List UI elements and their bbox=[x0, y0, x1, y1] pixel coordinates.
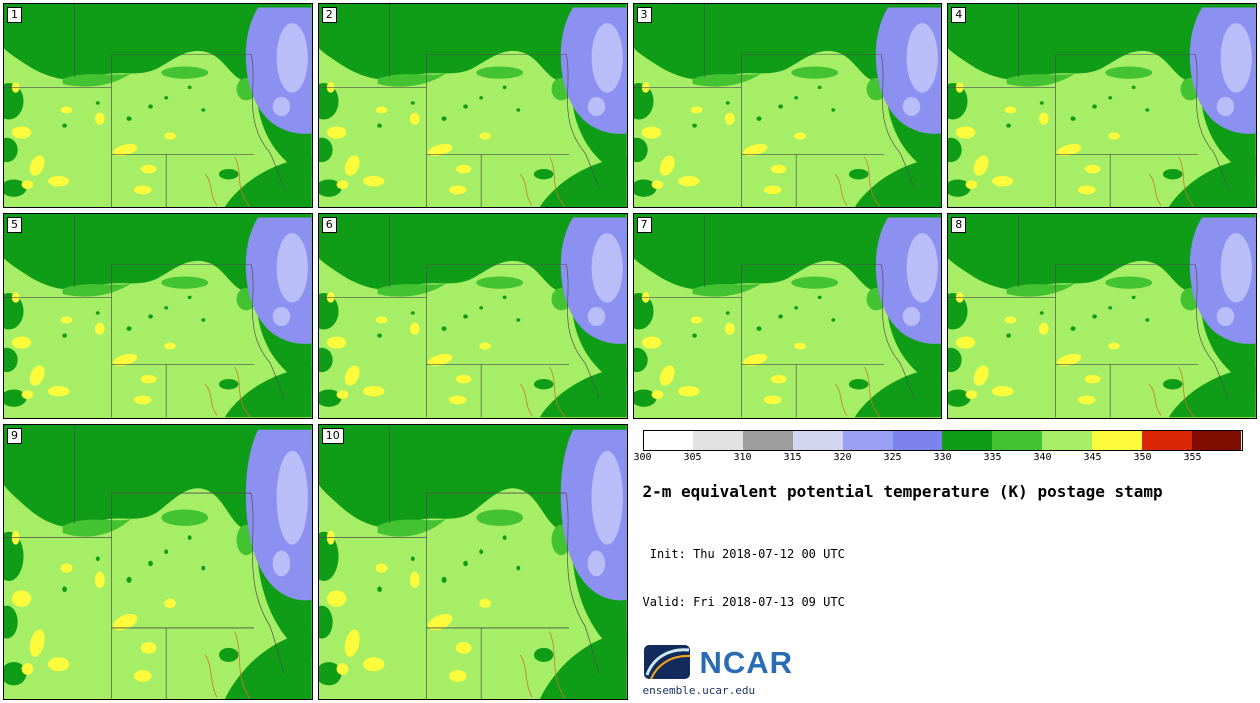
panel-label: 3 bbox=[636, 7, 652, 23]
panel-label: 4 bbox=[951, 7, 967, 23]
panel-label: 6 bbox=[321, 217, 337, 234]
valid-time: Valid: Fri 2018-07-13 09 UTC bbox=[642, 595, 845, 610]
ensemble-member-panel: 9 bbox=[3, 423, 313, 700]
colorbar-segment bbox=[1191, 430, 1242, 450]
colorbar-segment bbox=[992, 430, 1043, 450]
theta-e-map bbox=[318, 4, 627, 208]
colorbar-segment bbox=[842, 430, 893, 450]
ensemble-member-panel: 8 bbox=[947, 213, 1257, 419]
colorbar-segment bbox=[743, 430, 793, 450]
colorbar bbox=[642, 429, 1243, 451]
colorbar-tick-label: 350 bbox=[1133, 451, 1152, 463]
panel-label: 8 bbox=[951, 217, 967, 234]
colorbar-tick-label: 340 bbox=[1033, 451, 1052, 463]
ncar-logo-text: NCAR bbox=[699, 644, 794, 680]
legend-block: 300 305 310 315 320 325 330 335 340 345 350 355 2-m… bbox=[633, 424, 1258, 701]
colorbar-segment bbox=[693, 430, 744, 450]
colorbar-segment bbox=[1042, 430, 1092, 450]
panel-label: 5 bbox=[7, 217, 22, 234]
ncar-logo: NCAR bbox=[643, 643, 1248, 681]
ensemble-member-panel: 2 bbox=[317, 3, 628, 209]
theta-e-map bbox=[948, 4, 1256, 208]
ensemble-member-panel: 5 bbox=[3, 213, 313, 419]
theta-e-map bbox=[633, 4, 942, 208]
colorbar-tick-label: 310 bbox=[733, 451, 752, 463]
colorbar-tick-label: 320 bbox=[833, 451, 852, 463]
init-time: Init: Thu 2018-07-12 00 UTC bbox=[642, 546, 845, 561]
ensemble-member-panel: 10 bbox=[317, 423, 628, 700]
ensemble-member-panel: 7 bbox=[632, 213, 943, 419]
colorbar-tick-label: 300 bbox=[633, 451, 652, 463]
colorbar-tick-label: 315 bbox=[783, 451, 802, 463]
colorbar-tick-label: 325 bbox=[883, 451, 902, 463]
theta-e-map bbox=[948, 214, 1256, 418]
theta-e-map bbox=[633, 214, 942, 418]
ensemble-member-panel: 6 bbox=[317, 213, 628, 419]
ensemble-member-panel: 1 bbox=[3, 3, 313, 209]
panel-label: 9 bbox=[7, 427, 22, 444]
ensemble-member-panel: 4 bbox=[947, 3, 1257, 209]
panel-label: 10 bbox=[321, 427, 344, 444]
panel-label: 7 bbox=[636, 217, 652, 234]
colorbar-segment bbox=[1141, 430, 1192, 450]
site-url: ensemble.ucar.edu bbox=[642, 684, 756, 697]
colorbar-segment bbox=[643, 430, 694, 450]
theta-e-map bbox=[318, 214, 627, 418]
colorbar-segment bbox=[892, 430, 943, 450]
theta-e-map bbox=[4, 214, 312, 418]
colorbar-segment bbox=[942, 430, 993, 450]
colorbar-tick-label: 345 bbox=[1083, 451, 1102, 463]
ncar-logo-icon bbox=[643, 645, 690, 680]
panel-label: 2 bbox=[321, 7, 337, 23]
colorbar-tick-label: 330 bbox=[933, 451, 952, 463]
colorbar-tick-label: 305 bbox=[683, 451, 702, 463]
figure-title: 2-m equivalent potential temperature (K)… bbox=[642, 481, 1163, 501]
ensemble-member-panel: 3 bbox=[632, 3, 943, 209]
theta-e-map bbox=[318, 424, 627, 699]
colorbar-tick-label: 335 bbox=[983, 451, 1002, 463]
colorbar-segment bbox=[792, 430, 843, 450]
colorbar-segment bbox=[1091, 430, 1142, 450]
panel-label: 1 bbox=[7, 7, 22, 23]
colorbar-tick-label: 355 bbox=[1183, 451, 1202, 463]
colorbar-tick-labels: 300 305 310 315 320 325 330 335 340 345 350 355 bbox=[633, 451, 1243, 466]
theta-e-map bbox=[4, 4, 312, 208]
theta-e-map bbox=[4, 424, 312, 699]
